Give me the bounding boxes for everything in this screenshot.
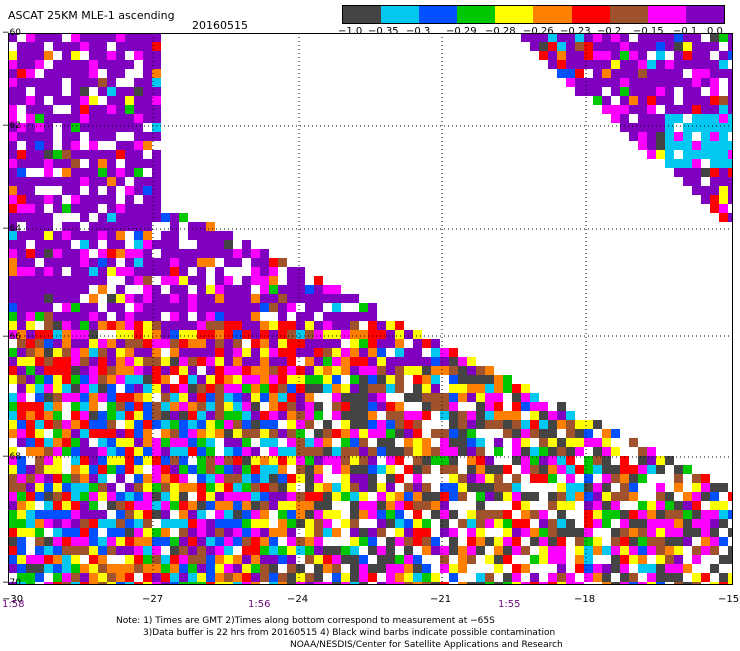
color-scale-label: 0.0	[707, 26, 723, 37]
color-swatch	[571, 6, 610, 23]
map-frame	[8, 33, 733, 585]
y-tick-label: −70	[2, 578, 21, 588]
x-tick-label: −18	[574, 594, 596, 605]
color-scale-label: −0.35	[368, 26, 399, 37]
color-scale-label: −0.29	[446, 26, 477, 37]
time-label: 1:56	[248, 599, 271, 610]
y-tick-label: −68	[2, 452, 21, 462]
map-date: 20160515	[192, 19, 248, 32]
color-swatch	[457, 6, 496, 23]
time-label: 1:55	[498, 599, 521, 610]
color-scale-label: −0.28	[485, 26, 516, 37]
grid-lines	[8, 33, 733, 585]
color-swatch	[381, 6, 420, 23]
color-scale-label: −1.0	[338, 26, 363, 37]
y-tick-label: −64	[2, 224, 21, 234]
color-swatch	[685, 6, 724, 23]
color-scale-label: −0.26	[523, 26, 554, 37]
color-scale-label: −0.23	[560, 26, 591, 37]
x-tick-label: −24	[287, 594, 309, 605]
y-tick-label: −60	[2, 28, 21, 38]
color-scale-label: −0.2	[597, 26, 622, 37]
scatterometer-map	[8, 33, 733, 585]
x-tick-label: −21	[430, 594, 452, 605]
color-swatch	[419, 6, 458, 23]
footer-note-2: 3)Data buffer is 22 hrs from 20160515 4)…	[143, 628, 556, 638]
footer-note-1: Note: 1) Times are GMT 2)Times along bot…	[116, 616, 495, 626]
y-tick-label: −66	[2, 332, 21, 342]
color-swatch	[647, 6, 686, 23]
data-cells	[8, 33, 733, 585]
color-scale-bar	[342, 5, 725, 24]
color-scale-label: −0.15	[633, 26, 664, 37]
color-scale-label: −0.3	[406, 26, 431, 37]
x-tick-label: −15	[718, 594, 740, 605]
x-tick-label: −27	[142, 594, 164, 605]
color-swatch	[533, 6, 572, 23]
color-swatch	[495, 6, 534, 23]
map-title: ASCAT 25KM MLE-1 ascending	[8, 9, 175, 22]
color-swatch	[609, 6, 648, 23]
color-swatch	[343, 6, 382, 23]
color-scale-label: −0.1	[673, 26, 698, 37]
x-tick-label: −30	[2, 594, 24, 605]
time-label: 1:58	[2, 599, 25, 610]
footer-credit: NOAA/NESDIS/Center for Satellite Applica…	[290, 640, 563, 650]
y-tick-label: −62	[2, 121, 21, 131]
